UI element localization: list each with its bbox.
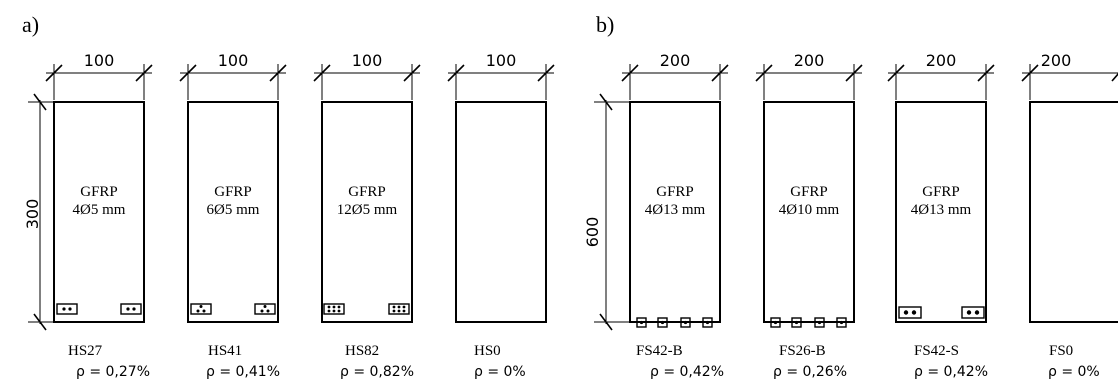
reinforcement-ratio: ρ = 0% — [474, 364, 526, 380]
material-label: GFRP — [922, 184, 960, 200]
beam-fs26-b: 200 GFRP 4Ø10 mm FS26-B ρ = 0,26% — [755, 51, 863, 380]
panel-b-height-label: 600 — [583, 217, 602, 248]
reinforcement-ratio: ρ = 0,27% — [76, 364, 150, 380]
reinforcement-ratio: ρ = 0,42% — [914, 364, 988, 380]
reinforcement-label: 4Ø5 mm — [73, 202, 126, 218]
width-label: 100 — [218, 51, 249, 70]
beam-fs0: 200 FS0 ρ = 0% — [1021, 51, 1118, 380]
beam-name: FS26-B — [779, 343, 826, 359]
panel-b-height-dimension — [594, 93, 632, 331]
width-label: 200 — [926, 51, 957, 70]
rebar-group — [323, 303, 410, 315]
beam-section — [455, 101, 547, 323]
beam-hs27: 100 GFRP 4Ø5 mm HS27 ρ = 0,27% — [45, 51, 153, 380]
reinforcement-ratio: ρ = 0,26% — [773, 364, 847, 380]
beam-section — [763, 101, 855, 323]
material-label: GFRP — [80, 184, 118, 200]
reinforcement-label: 4Ø13 mm — [645, 202, 706, 218]
beam-hs82: 100 GFRP 12Ø5 mm HS82 ρ = 0,82% — [313, 51, 421, 380]
reinforcement-label: 4Ø10 mm — [779, 202, 840, 218]
width-dimension — [45, 64, 153, 100]
width-dimension — [621, 64, 729, 100]
width-label: 200 — [1041, 51, 1072, 70]
beam-name: FS42-B — [636, 343, 683, 359]
reinforcement-ratio: ρ = 0% — [1048, 364, 1100, 380]
beam-name: HS0 — [474, 343, 501, 359]
width-label: 200 — [794, 51, 825, 70]
beam-name: FS42-S — [914, 343, 959, 359]
material-label: GFRP — [214, 184, 252, 200]
beam-section — [187, 101, 279, 323]
reinforcement-ratio: ρ = 0,82% — [340, 364, 414, 380]
width-label: 100 — [352, 51, 383, 70]
rebar-group — [636, 317, 713, 328]
beam-hs41: 100 GFRP 6Ø5 mm HS41 ρ = 0,41% — [179, 51, 287, 380]
beam-section — [321, 101, 413, 323]
beam-name: HS82 — [345, 343, 379, 359]
beam-name: HS41 — [208, 343, 242, 359]
beam-fs42-b: 200 GFRP 4Ø13 mm FS42-B ρ = 0,42% — [621, 51, 729, 380]
width-label: 100 — [84, 51, 115, 70]
width-label: 100 — [486, 51, 517, 70]
material-label: GFRP — [656, 184, 694, 200]
beam-name: HS27 — [68, 343, 103, 359]
beam-section — [629, 101, 721, 323]
beam-fs42-s: 200 GFRP 4Ø13 mm FS42-S ρ = 0,42% — [887, 51, 995, 380]
rebar-group — [56, 303, 142, 315]
width-dimension — [179, 64, 287, 100]
width-dimension — [755, 64, 863, 100]
width-dimension — [313, 64, 421, 100]
beam-hs0: 100 HS0 ρ = 0% — [447, 51, 555, 380]
rebar-group — [770, 317, 847, 328]
reinforcement-ratio: ρ = 0,42% — [650, 364, 724, 380]
rebar-group — [898, 306, 985, 319]
reinforcement-label: 4Ø13 mm — [911, 202, 972, 218]
panel-a-height-dimension — [28, 93, 56, 331]
beam-section — [895, 101, 987, 323]
panel-b-label: b) — [596, 12, 614, 37]
rebar-group — [190, 303, 276, 315]
width-dimension — [447, 64, 555, 100]
width-dimension — [887, 64, 995, 100]
width-label: 200 — [660, 51, 691, 70]
beam-section — [53, 101, 145, 323]
beam-section — [1029, 101, 1118, 323]
material-label: GFRP — [790, 184, 828, 200]
beam-name: FS0 — [1049, 343, 1073, 359]
reinforcement-label: 12Ø5 mm — [337, 202, 398, 218]
panel-a-height-label: 300 — [23, 199, 42, 230]
reinforcement-label: 6Ø5 mm — [207, 202, 260, 218]
material-label: GFRP — [348, 184, 386, 200]
reinforcement-ratio: ρ = 0,41% — [206, 364, 280, 380]
width-dimension — [1021, 64, 1118, 100]
panel-a-label: a) — [22, 12, 39, 37]
